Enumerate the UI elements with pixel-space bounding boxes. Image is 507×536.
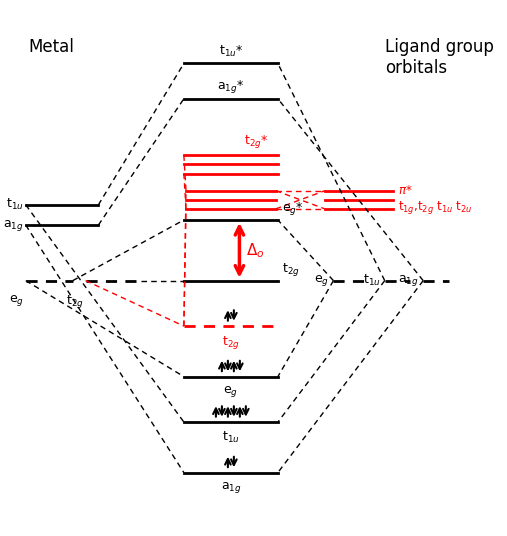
Text: a$_{1g}$*: a$_{1g}$* (218, 78, 244, 95)
Text: t$_{1u}$*: t$_{1u}$* (219, 44, 243, 59)
Text: t$_{2g}$: t$_{2g}$ (65, 293, 84, 310)
Text: a$_{1g}$: a$_{1g}$ (399, 273, 419, 288)
Text: t$_{2g}$: t$_{2g}$ (282, 261, 300, 278)
Text: t$_{1u}$: t$_{1u}$ (363, 273, 380, 288)
Text: e$_g$: e$_g$ (314, 273, 329, 288)
Text: e$_g$*: e$_g$* (282, 200, 304, 218)
Text: $\Delta_o$: $\Delta_o$ (246, 241, 265, 259)
Text: $\pi$*
t$_{1g}$,t$_{2g}$ t$_{1u}$ t$_{2u}$: $\pi$* t$_{1g}$,t$_{2g}$ t$_{1u}$ t$_{2u… (397, 184, 472, 216)
Text: t$_{2g}$*: t$_{2g}$* (244, 133, 268, 150)
Text: a$_{1g}$: a$_{1g}$ (221, 480, 241, 495)
Text: a$_{1g}$: a$_{1g}$ (3, 218, 24, 233)
Text: Ligand group
orbitals: Ligand group orbitals (385, 38, 494, 77)
Text: t$_{1u}$: t$_{1u}$ (222, 430, 240, 445)
Text: e$_g$: e$_g$ (224, 384, 238, 399)
Text: e$_g$: e$_g$ (9, 293, 24, 308)
Text: Metal: Metal (28, 38, 74, 56)
Text: t$_{2g}$: t$_{2g}$ (222, 334, 240, 351)
Text: t$_{1u}$: t$_{1u}$ (6, 197, 24, 212)
